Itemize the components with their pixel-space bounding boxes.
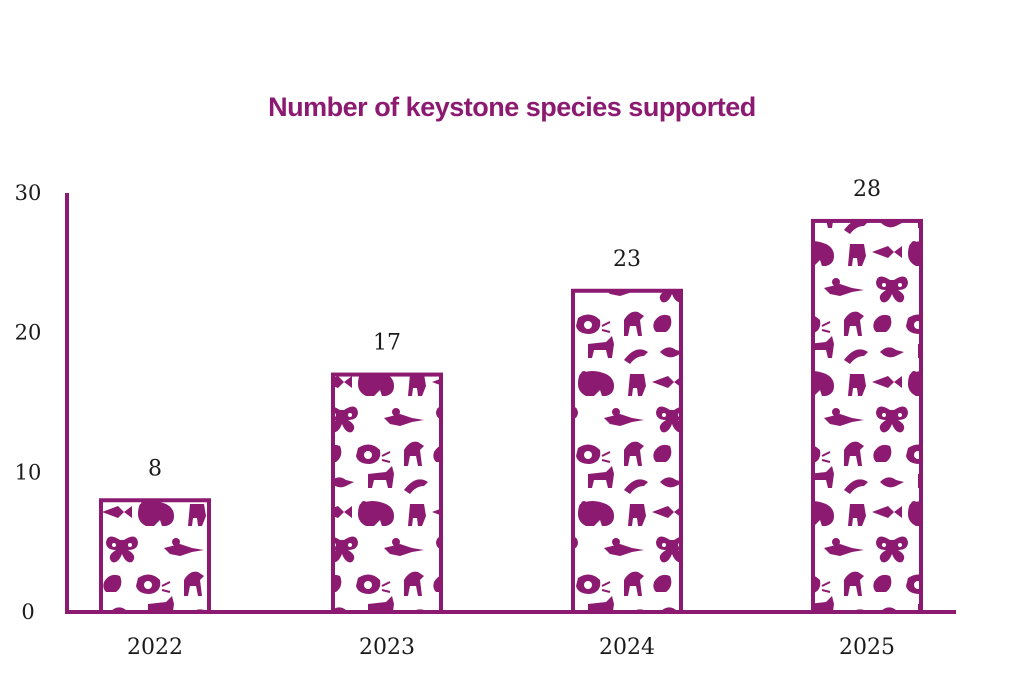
bar-2023 [331, 372, 443, 615]
y-tick-label: 10 [15, 460, 42, 484]
x-tick-label: 2022 [127, 635, 183, 660]
data-labels: 8 17 23 28 [148, 177, 881, 481]
bar-2022 [99, 498, 211, 614]
y-tick-label: 20 [15, 321, 42, 345]
bar-2025 [811, 218, 923, 615]
x-tick-labels: 2022 2023 2024 2025 [127, 635, 895, 660]
data-label: 28 [853, 177, 881, 202]
data-label: 8 [148, 456, 162, 481]
y-tick-labels: 0 10 20 30 [15, 181, 42, 624]
data-label: 17 [373, 331, 401, 356]
x-tick-label: 2023 [359, 635, 415, 660]
y-tick-label: 30 [15, 181, 42, 205]
data-label: 23 [613, 247, 641, 272]
y-tick-label: 0 [21, 600, 34, 624]
bar-2024 [571, 288, 683, 614]
chart-title: Number of keystone species supported [268, 92, 756, 122]
x-tick-label: 2024 [599, 635, 655, 660]
x-tick-label: 2025 [839, 635, 895, 660]
bars-group [99, 218, 923, 615]
